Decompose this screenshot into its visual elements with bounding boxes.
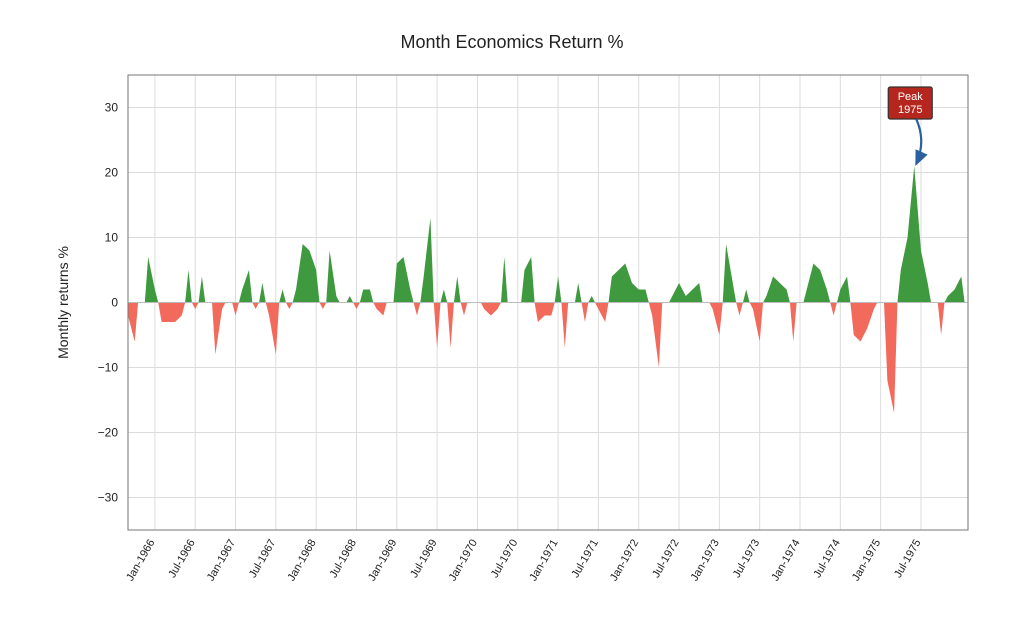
ytick-label: −10 <box>98 361 119 375</box>
ytick-label: 20 <box>105 166 119 180</box>
ytick-label: −20 <box>98 426 119 440</box>
chart-svg: Month Economics Return % −30 −20 −10 0 10 20 30… <box>0 0 1024 640</box>
y-axis-label: Monthly returns % <box>55 246 71 359</box>
chart-title: Month Economics Return % <box>400 32 623 52</box>
ytick-label: 30 <box>105 101 119 115</box>
annotation-text-1: Peak <box>898 91 924 103</box>
annotation-text-2: 1975 <box>898 104 922 116</box>
ytick-label: −30 <box>98 491 119 505</box>
chart-container: Month Economics Return % −30 −20 −10 0 10 20 30… <box>0 0 1024 640</box>
ytick-label: 10 <box>105 231 119 245</box>
ytick-label: 0 <box>111 296 118 310</box>
